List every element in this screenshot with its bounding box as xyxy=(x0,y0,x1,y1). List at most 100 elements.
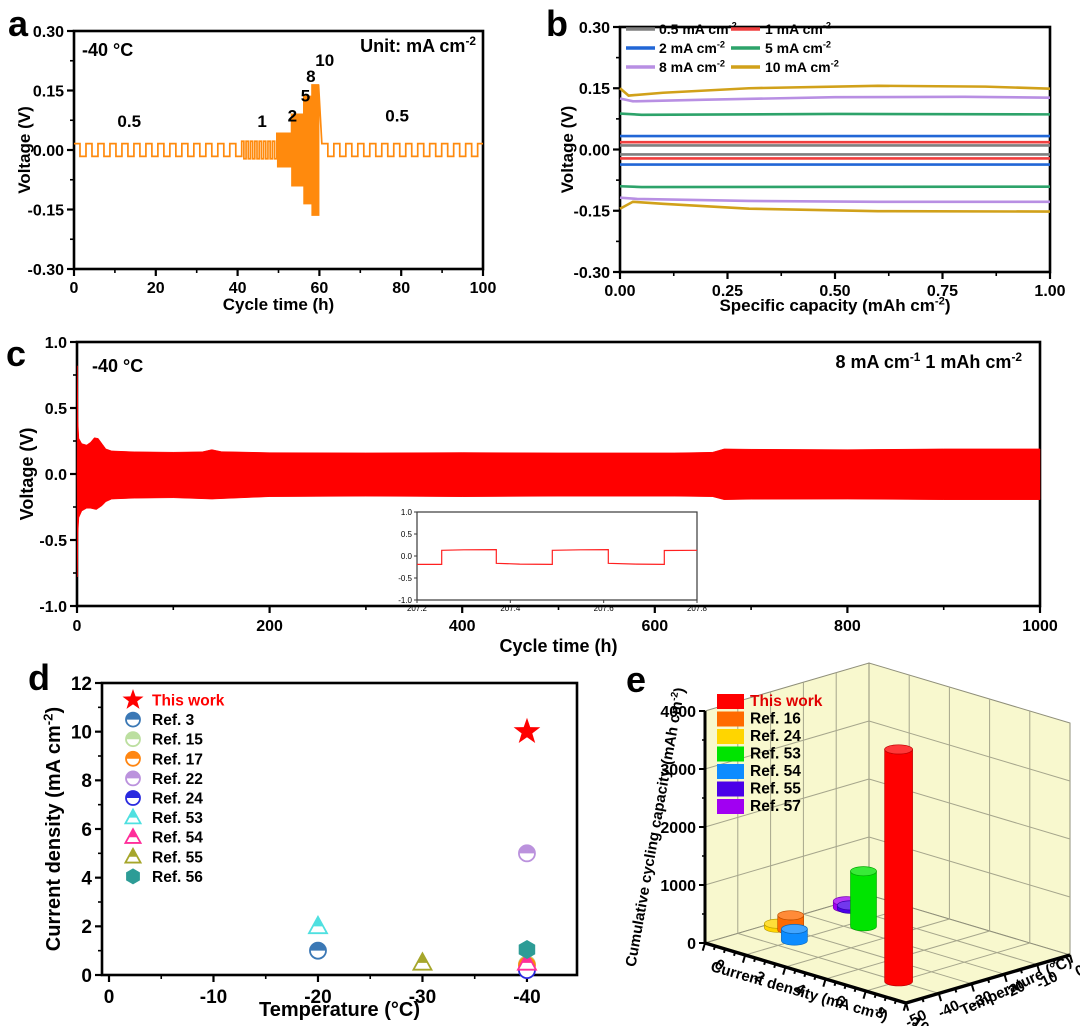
panel-d-x-axis-label: Temperature (°C) xyxy=(259,999,420,1021)
panel-b-series-2-ma-cm-2 xyxy=(620,134,1050,166)
triangle-top-half xyxy=(417,953,428,963)
rate-label: 8 xyxy=(306,67,315,86)
rate-label: 5 xyxy=(301,87,310,106)
cylinder-body xyxy=(884,749,913,987)
y-tick-label: 0.5 xyxy=(45,401,67,418)
inset-y-tick-label: 0.0 xyxy=(401,552,413,561)
y-tick-label: 0 xyxy=(81,966,92,987)
legend-marker-ref-24 xyxy=(125,790,141,806)
cylinder-top xyxy=(777,910,805,921)
temp-tick xyxy=(1019,969,1023,974)
x-tick-label: 600 xyxy=(641,618,668,635)
y-tick-label: 1.0 xyxy=(45,335,67,352)
panel-c-ticks: 0 200 400 600 800 1000 1.0 0.5 0.0 -0.5 -1.0 xyxy=(39,335,1057,635)
x-tick-label: 0.50 xyxy=(819,283,850,300)
grid-line xyxy=(868,720,1071,782)
x-tick-label: -20 xyxy=(304,987,331,1008)
x-tick-label: 100 xyxy=(470,280,497,297)
panel-e-bar-this-work xyxy=(884,744,913,987)
panel-b-series-10-ma-cm-2 xyxy=(619,84,1051,213)
panel-c-temperature-annotation: -40 °C xyxy=(92,356,143,376)
triangle-top-half xyxy=(312,916,324,927)
temp-tick xyxy=(921,997,925,1003)
panel-b-series-1-ma-cm-2 xyxy=(620,140,1050,160)
panel-e-bar-ref-54 xyxy=(781,924,808,946)
panel-a-ticks: 0 20 40 60 80 100 0.30 0.15 0.00 -0.15 -0.30 xyxy=(28,24,497,297)
legend-swatch-ref-53 xyxy=(717,746,744,762)
panel-a-y-axis-label: Voltage (V) xyxy=(15,106,34,194)
cd-tick xyxy=(893,999,897,1005)
series-lower-line xyxy=(619,196,1050,204)
cd-tick xyxy=(722,948,727,954)
legend-label: Ref. 57 xyxy=(750,798,801,815)
legend-label: 10 mA cm-2 xyxy=(765,59,839,75)
z-tick-label: 2000 xyxy=(660,820,696,837)
legend-marker-ref-3 xyxy=(125,711,141,728)
legend-label: Ref. 24 xyxy=(152,791,203,808)
cd-tick xyxy=(843,984,847,990)
grid-line xyxy=(745,906,910,956)
panel-letter-e: e xyxy=(626,659,646,700)
grid-line xyxy=(785,918,950,968)
legend-swatch-ref-55 xyxy=(717,781,744,797)
panel-a-unit-annotation: Unit: mA cm-2 xyxy=(360,34,476,56)
x-tick-label: 0.75 xyxy=(927,283,958,300)
y-tick-label: 0.15 xyxy=(33,83,64,100)
cylinder-body xyxy=(850,871,877,932)
y-tick-label: -0.5 xyxy=(39,533,67,550)
circle-top-half xyxy=(309,942,326,951)
cd-tick xyxy=(773,963,777,969)
x-tick-label: 0 xyxy=(70,280,79,297)
temp-tick xyxy=(954,988,958,993)
y-tick-label: -0.30 xyxy=(574,265,611,282)
rate-label: 10 xyxy=(315,51,334,70)
rate-label: 1 xyxy=(257,112,266,131)
y-tick-label: -0.30 xyxy=(28,262,65,279)
panel-c-inset: 207.2 207.4 207.6 207.8 1.0 0.5 0.0 -0.5 -1.0 xyxy=(398,508,707,613)
y-tick-label: 4 xyxy=(81,869,92,890)
x-tick-label: 0.00 xyxy=(604,283,635,300)
grid-line xyxy=(704,836,870,886)
cylinder-top xyxy=(781,924,808,934)
panel-d-y-axis-label: Current density (mA cm-2) xyxy=(40,707,65,951)
cd-tick xyxy=(782,966,787,975)
x-tick-label: 1000 xyxy=(1022,618,1058,635)
cd-tick xyxy=(833,981,837,987)
legend-label: This work xyxy=(152,693,225,710)
y-tick-label: 12 xyxy=(71,674,92,695)
inset-x-tick-label: 207.4 xyxy=(500,604,521,613)
cylinder-top xyxy=(850,866,877,877)
grid-line xyxy=(704,778,870,828)
legend-label: Ref. 53 xyxy=(152,810,203,827)
panel-c-y-axis-label: Voltage (V) xyxy=(17,428,37,521)
series-upper-line xyxy=(619,95,1051,103)
cd-tick xyxy=(822,978,827,987)
rate-label: 2 xyxy=(288,106,297,125)
legend-label: Ref. 56 xyxy=(152,869,203,886)
panel-letter-b: b xyxy=(546,3,568,44)
y-tick-label: 6 xyxy=(81,820,92,841)
cd-tick xyxy=(862,990,867,999)
legend-marker-ref-56 xyxy=(126,868,140,885)
circle-top-half xyxy=(126,751,140,759)
z-tick-label: 3000 xyxy=(660,762,696,779)
legend-label: 0.5 mA cm-2 xyxy=(659,21,737,37)
x-tick-label: 0 xyxy=(73,618,82,635)
legend-label: 5 mA cm-2 xyxy=(765,40,831,56)
x-tick-label: 20 xyxy=(147,280,165,297)
cd-tick xyxy=(883,996,887,1002)
panel-b-series-0-5-ma-cm-2 xyxy=(620,144,1050,156)
temp-tick xyxy=(970,983,975,992)
legend-label: Ref. 54 xyxy=(750,763,801,780)
legend-swatch-ref-24 xyxy=(717,729,744,744)
circle-top-half xyxy=(518,845,535,854)
x-tick-label: 40 xyxy=(229,280,247,297)
inset-x-tick-label: 207.8 xyxy=(687,604,708,613)
z-tick-label: 1000 xyxy=(660,878,696,895)
panel-a-temperature-annotation: -40 °C xyxy=(82,40,133,60)
cd-tick xyxy=(701,942,706,951)
